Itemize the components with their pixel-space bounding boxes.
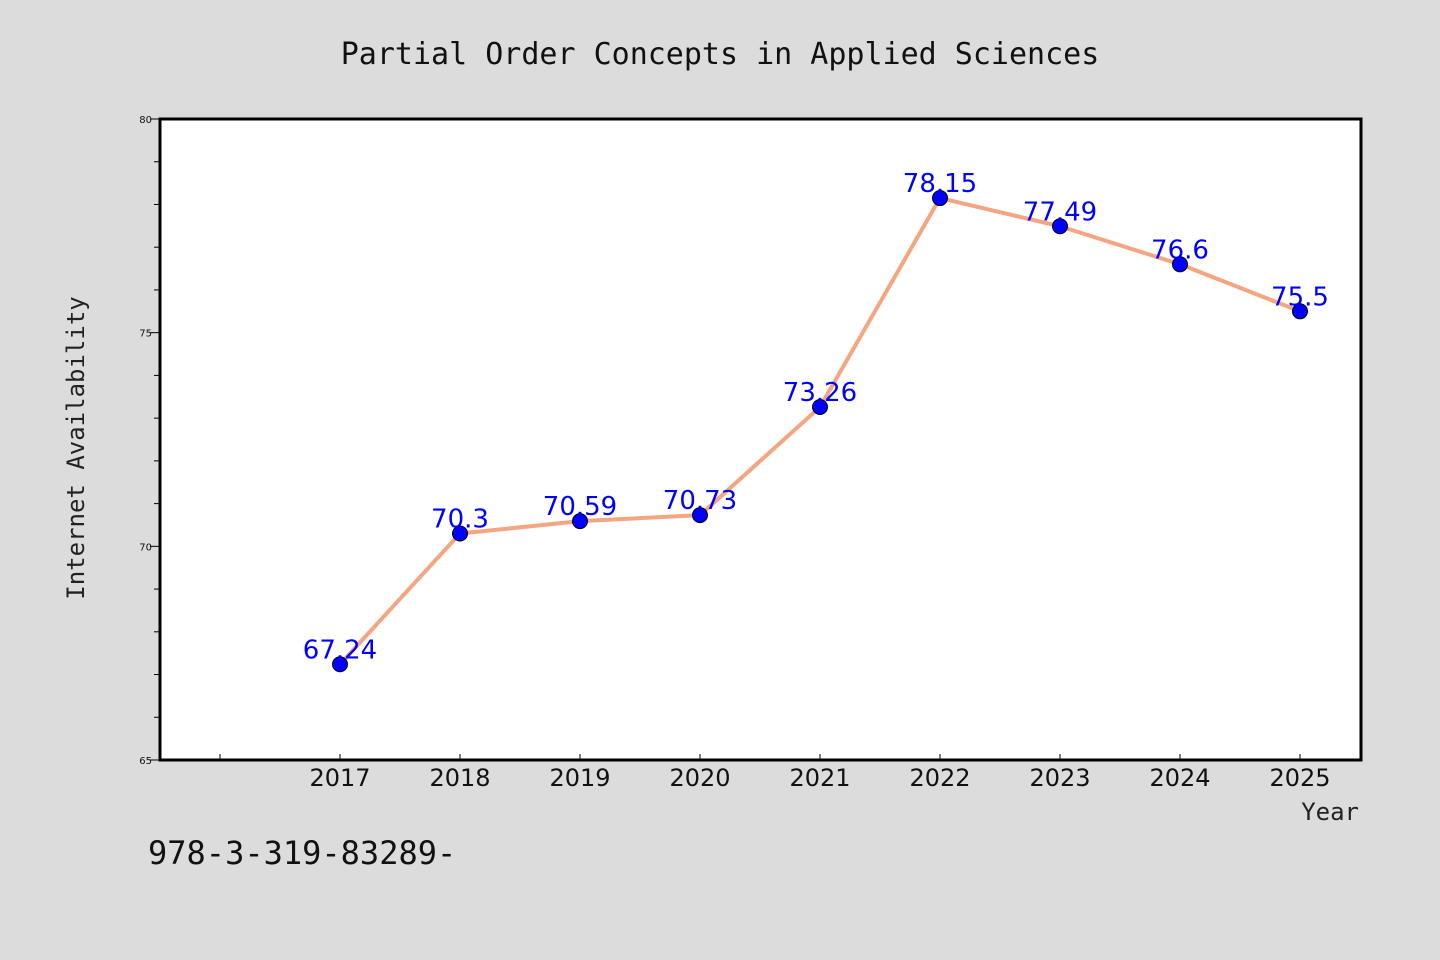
chart-title: Partial Order Concepts in Applied Scienc… [341,37,1100,72]
data-point [332,656,348,673]
y-tick-label: 70 [139,542,152,553]
data-label: 75.5 [1271,282,1329,312]
y-axis-title: Internet Availability [62,296,90,599]
data-label: 77.49 [1023,197,1097,227]
x-tick-label: 2020 [669,764,730,792]
y-tick-label: 65 [139,756,152,767]
y-tick-label: 80 [139,115,152,126]
x-axis-title: Year [1301,798,1359,826]
data-point [572,513,588,530]
data-label: 67.24 [303,635,377,665]
x-tick-label: 2019 [549,764,610,792]
x-tick-label: 2024 [1149,764,1210,792]
x-tick-label: 2023 [1029,764,1090,792]
plot-area [158,117,1363,762]
data-point [452,525,468,542]
y-axis-ticks: 65 70 75 80 [139,115,160,767]
data-label: 70.59 [543,492,617,522]
data-point [1172,256,1188,273]
x-axis-ticks: 2017 2018 2019 2020 2021 2022 2023 2024 2025 [219,754,1331,792]
y-tick-label: 75 [139,329,152,340]
data-point [692,507,708,524]
data-point [932,190,948,207]
data-point [1052,218,1068,235]
marker-layer [332,190,1308,673]
x-tick-label: 2021 [789,764,850,792]
x-tick-label: 2018 [429,764,490,792]
data-point [812,399,828,416]
footer-code: 978-3-319-83289- [148,834,456,872]
data-point [1292,303,1308,320]
x-tick-label: 2025 [1269,764,1330,792]
data-label: 70.73 [663,486,737,516]
data-label: 70.3 [431,505,489,535]
data-label: 73.26 [783,378,857,408]
x-tick-label: 2022 [909,764,970,792]
x-tick-label: 2017 [309,764,370,792]
data-label: 78.15 [903,169,977,199]
data-label: 76.6 [1151,235,1209,265]
data-label-layer: 67.24 70.3 70.59 70.73 73.26 78.15 77.49 76.6 75… [303,169,1329,665]
